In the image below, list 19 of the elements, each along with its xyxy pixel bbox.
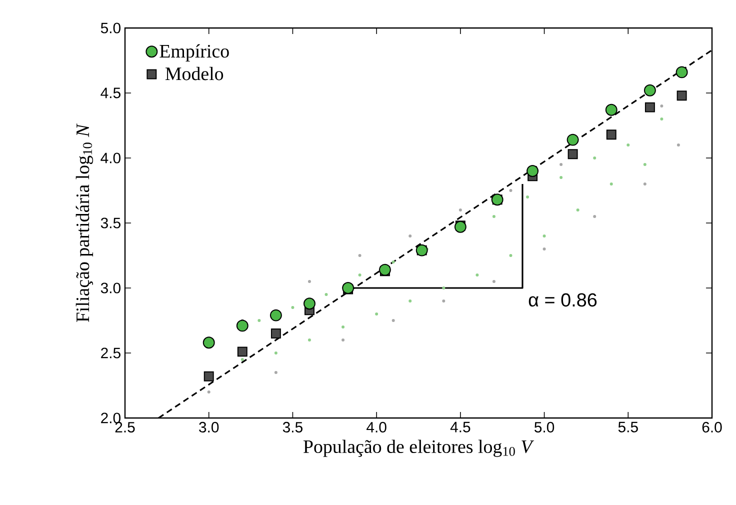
x-tick-label: 4.0 bbox=[366, 422, 386, 432]
y-tick-label: 5.0 bbox=[100, 22, 120, 34]
x-tick-label: 2.5 bbox=[115, 422, 135, 432]
y-tick-label: 3.0 bbox=[100, 282, 120, 294]
x-tick-label: 3.5 bbox=[282, 422, 302, 432]
x-tick-label: 5.0 bbox=[534, 422, 554, 432]
x-axis-title: População de eleitores log$_{10}$ V bbox=[304, 440, 534, 457]
x-tick-label: 6.0 bbox=[702, 422, 722, 432]
legend-label: Empírico bbox=[160, 44, 229, 62]
legend-label: Modelo bbox=[165, 66, 224, 80]
x-tick-label: 3.0 bbox=[199, 422, 219, 432]
y-tick-label: 4.5 bbox=[100, 88, 120, 98]
y-tick-label: 3.5 bbox=[100, 218, 120, 228]
y-tick-label: 2.5 bbox=[101, 348, 120, 358]
x-tick-label: 4.5 bbox=[450, 422, 470, 432]
y-axis-title: Filiação partidária log$_{10}$ N bbox=[76, 123, 94, 322]
y-tick-label: 4.0 bbox=[100, 152, 120, 164]
annotation: α = 0.86 bbox=[528, 293, 597, 307]
x-tick-label: 5.5 bbox=[618, 422, 638, 432]
